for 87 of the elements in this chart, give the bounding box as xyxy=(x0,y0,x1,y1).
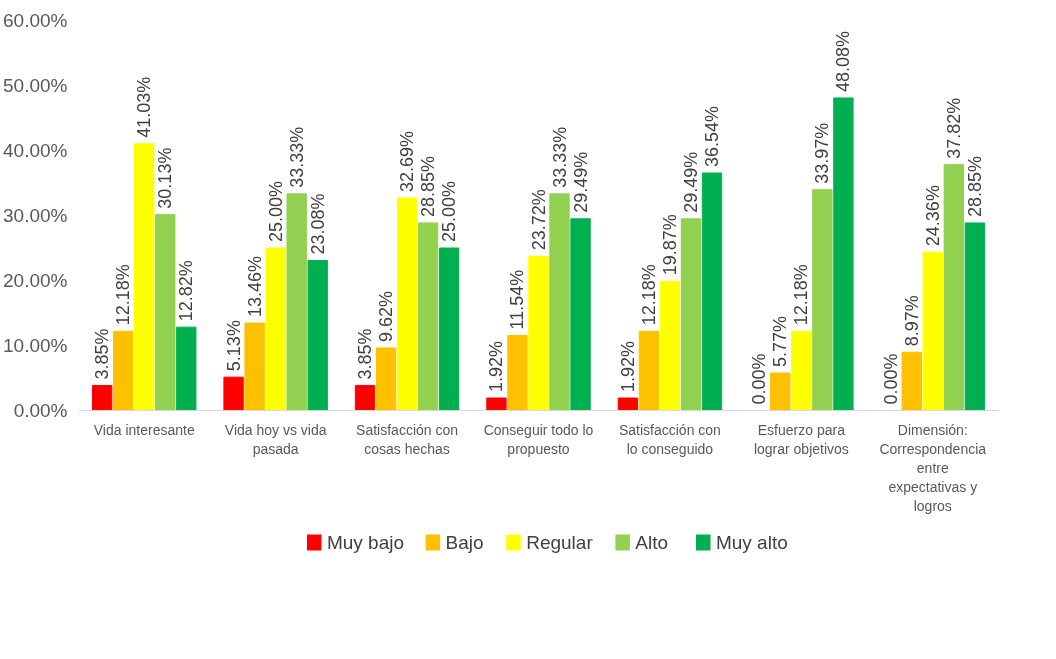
data-label: 28.85% xyxy=(964,155,985,217)
y-tick-label: 40.00% xyxy=(3,140,68,161)
bar xyxy=(134,143,155,411)
legend-label: Muy alto xyxy=(715,532,788,553)
data-label: 0.00% xyxy=(749,353,770,405)
data-label: 12.18% xyxy=(791,264,812,326)
bar xyxy=(701,172,723,411)
bar xyxy=(265,247,286,411)
bar xyxy=(176,326,197,411)
y-tick-label: 30.00% xyxy=(3,205,68,226)
bar xyxy=(155,214,176,411)
data-label: 1.92% xyxy=(617,340,638,393)
bar xyxy=(617,397,639,411)
bar xyxy=(307,259,328,411)
x-tick-label: Esfuerzo para lograr objetivos xyxy=(753,421,849,457)
x-tick-label: Vida hoy vs vida pasada xyxy=(224,421,327,457)
bar xyxy=(812,189,833,411)
bar xyxy=(901,351,922,411)
x-tick-label: Conseguir todo lo propuesto xyxy=(483,421,594,457)
bar xyxy=(922,251,943,411)
data-label: 33.33% xyxy=(549,126,570,188)
bar xyxy=(680,218,702,411)
bar xyxy=(375,347,397,411)
legend-label: Bajo xyxy=(445,532,484,553)
bar xyxy=(486,397,507,411)
data-label: 25.00% xyxy=(439,180,460,242)
data-label: 11.54% xyxy=(507,269,528,330)
y-tick-label: 50.00% xyxy=(3,75,68,96)
y-tick-label: 10.00% xyxy=(3,335,68,356)
bar xyxy=(223,376,244,411)
bar xyxy=(943,164,964,411)
bar xyxy=(113,330,134,411)
data-label: 33.97% xyxy=(812,122,833,184)
y-tick-label: 60.00% xyxy=(3,10,68,31)
data-label: 5.77% xyxy=(770,315,791,367)
bar xyxy=(507,334,528,411)
data-label: 0.00% xyxy=(880,353,901,405)
bar xyxy=(638,330,660,411)
data-label: 36.54% xyxy=(701,105,722,167)
data-label: 12.18% xyxy=(113,264,134,326)
y-tick-label: 0.00% xyxy=(13,400,68,421)
bar xyxy=(91,384,113,411)
bar xyxy=(417,222,439,411)
x-tick-label: Satisfacción con lo conseguido xyxy=(618,421,721,457)
legend-label: Alto xyxy=(635,532,669,553)
data-label: 19.87% xyxy=(659,214,680,276)
bar xyxy=(396,197,418,411)
data-label: 24.36% xyxy=(922,185,943,247)
bar xyxy=(528,255,549,411)
data-label: 29.49% xyxy=(680,151,701,213)
data-label: 1.92% xyxy=(486,340,507,393)
bar xyxy=(964,222,986,411)
data-label: 37.82% xyxy=(943,97,964,159)
data-label: 3.85% xyxy=(355,328,376,380)
data-label: 30.13% xyxy=(155,147,176,209)
data-label: 8.97% xyxy=(901,295,922,347)
legend-label: Regular xyxy=(526,532,594,553)
bar xyxy=(791,330,812,411)
bar xyxy=(570,218,591,411)
bar xyxy=(770,372,791,411)
data-label: 9.62% xyxy=(376,290,397,342)
data-label: 25.00% xyxy=(265,180,286,242)
data-label: 12.82% xyxy=(176,260,197,322)
data-label: 29.49% xyxy=(570,151,591,213)
data-label: 32.69% xyxy=(397,130,418,193)
data-label: 41.03% xyxy=(134,76,155,138)
bar xyxy=(549,193,570,411)
y-tick-label: 20.00% xyxy=(3,270,68,291)
data-label: 5.13% xyxy=(223,320,244,372)
bar xyxy=(286,193,307,411)
data-label: 33.33% xyxy=(286,126,307,188)
bar xyxy=(438,247,460,411)
data-label: 48.08% xyxy=(833,30,854,92)
x-tick-label: Satisfacción con cosas hechas xyxy=(356,421,459,457)
data-label: 12.18% xyxy=(638,264,659,326)
bar xyxy=(833,97,854,411)
data-label: 3.85% xyxy=(92,328,113,380)
x-tick-label: Dimensión: Correspondencia entre expectativas y logros xyxy=(879,421,987,515)
data-label: 28.85% xyxy=(418,155,439,217)
bar xyxy=(659,280,681,411)
data-label: 13.46% xyxy=(244,255,265,318)
data-label: 23.72% xyxy=(528,189,549,251)
bar xyxy=(354,384,376,411)
x-tick-label: Vida interesante xyxy=(93,421,195,438)
data-label: 23.08% xyxy=(307,193,328,255)
bar xyxy=(244,322,265,411)
legend-label: Muy bajo xyxy=(326,532,405,553)
